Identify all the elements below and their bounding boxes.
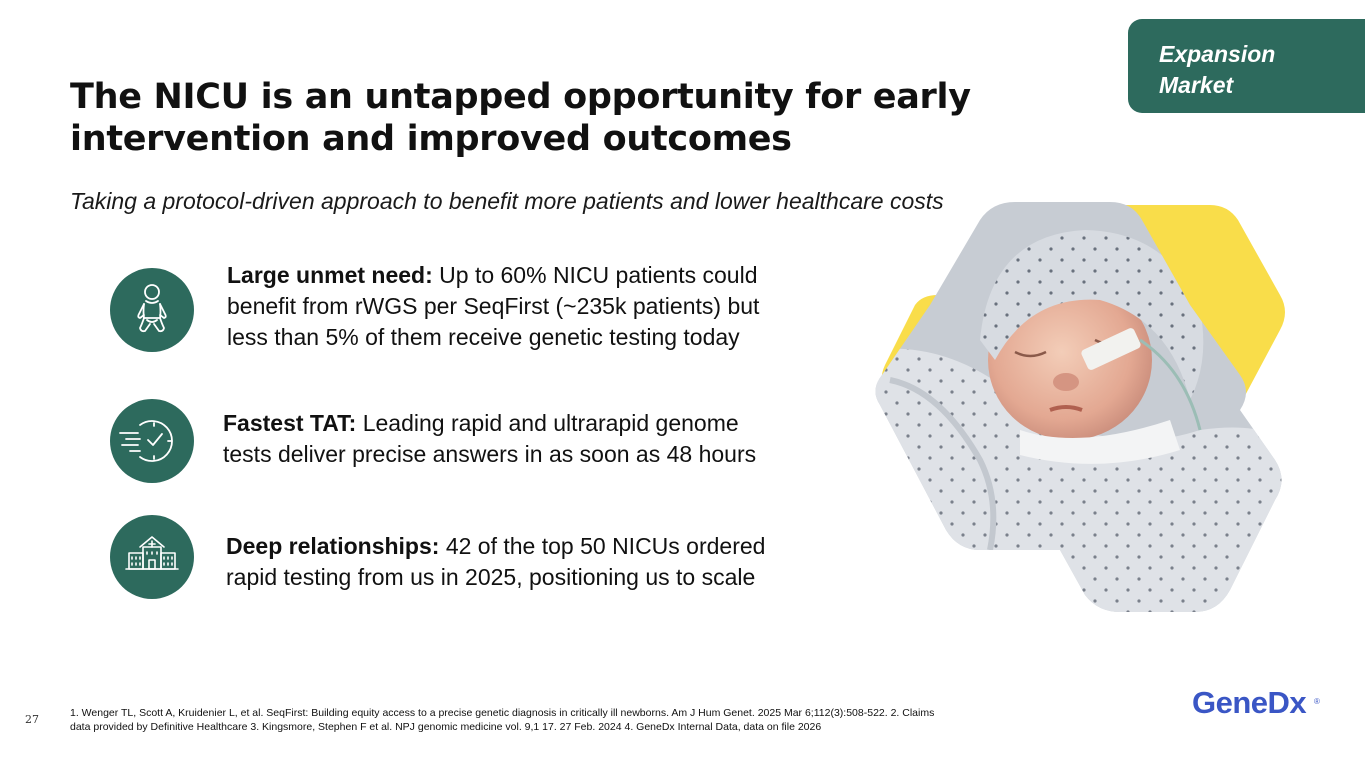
bullet-fastest-tat-line2: tests deliver precise answers in as soon… [223,441,757,467]
bullet-unmet-need-line1-rest: Up to 60% NICU patients could [432,262,758,288]
bullet-fastest-tat-heading: Fastest TAT: [223,410,357,436]
bullet-deep-relationships-line2: rapid testing from us in 2025, positioni… [226,564,756,590]
bullet-fastest-tat-line1: Fastest TAT: Leading rapid and ultrarapi… [223,408,756,439]
section-tag-line1: Expansion [1159,41,1276,67]
bullet-deep-relationships-line1: Deep relationships: 42 of the top 50 NIC… [226,531,765,562]
newborn-photo [870,200,1300,620]
page-number: 27 [25,713,39,726]
bullet-fastest-tat: Fastest TAT: Leading rapid and ultrarapi… [110,398,870,488]
hospital-icon [110,515,194,599]
bullet-unmet-need-line2: benefit from rWGS per SeqFirst (~235k pa… [227,293,760,319]
footnote-line2: data provided by Definitive Healthcare 3… [70,721,822,733]
section-tag: Expansion Market [1128,19,1365,113]
bullet-deep-relationships-heading: Deep relationships: [226,533,440,559]
svg-text:GeneDx: GeneDx [1192,685,1307,720]
bullet-unmet-need-line3: less than 5% of them receive genetic tes… [227,324,740,350]
slide-title-line2: intervention and improved outcomes [70,119,792,159]
bullet-fastest-tat-text: Fastest TAT: Leading rapid and ultrarapi… [223,408,756,470]
bullet-deep-relationships-line1-rest: 42 of the top 50 NICUs ordered [439,533,766,559]
bullet-unmet-need-line1: Large unmet need: Up to 60% NICU patient… [227,260,759,291]
genedx-logo: GeneDx ® [1192,682,1322,722]
fast-clock-icon [110,399,194,483]
bullet-fastest-tat-line1-rest: Leading rapid and ultrarapid genome [356,410,739,436]
footnote: 1. Wenger TL, Scott A, Kruidenier L, et … [70,706,1060,734]
bullet-deep-relationships-text: Deep relationships: 42 of the top 50 NIC… [226,531,765,593]
section-tag-line2: Market [1159,72,1234,98]
bullet-unmet-need-heading: Large unmet need: [227,262,433,288]
footnote-line1: 1. Wenger TL, Scott A, Kruidenier L, et … [70,707,935,719]
bullet-deep-relationships: Deep relationships: 42 of the top 50 NIC… [110,514,870,604]
slide-subtitle: Taking a protocol-driven approach to ben… [70,188,944,214]
bullet-unmet-need: Large unmet need: Up to 60% NICU patient… [110,262,870,357]
svg-text:®: ® [1314,697,1320,706]
baby-icon [110,268,194,352]
slide-title-line1: The NICU is an untapped opportunity for … [70,77,971,117]
bullet-unmet-need-text: Large unmet need: Up to 60% NICU patient… [227,260,759,353]
slide-title: The NICU is an untapped opportunity for … [70,76,1030,160]
